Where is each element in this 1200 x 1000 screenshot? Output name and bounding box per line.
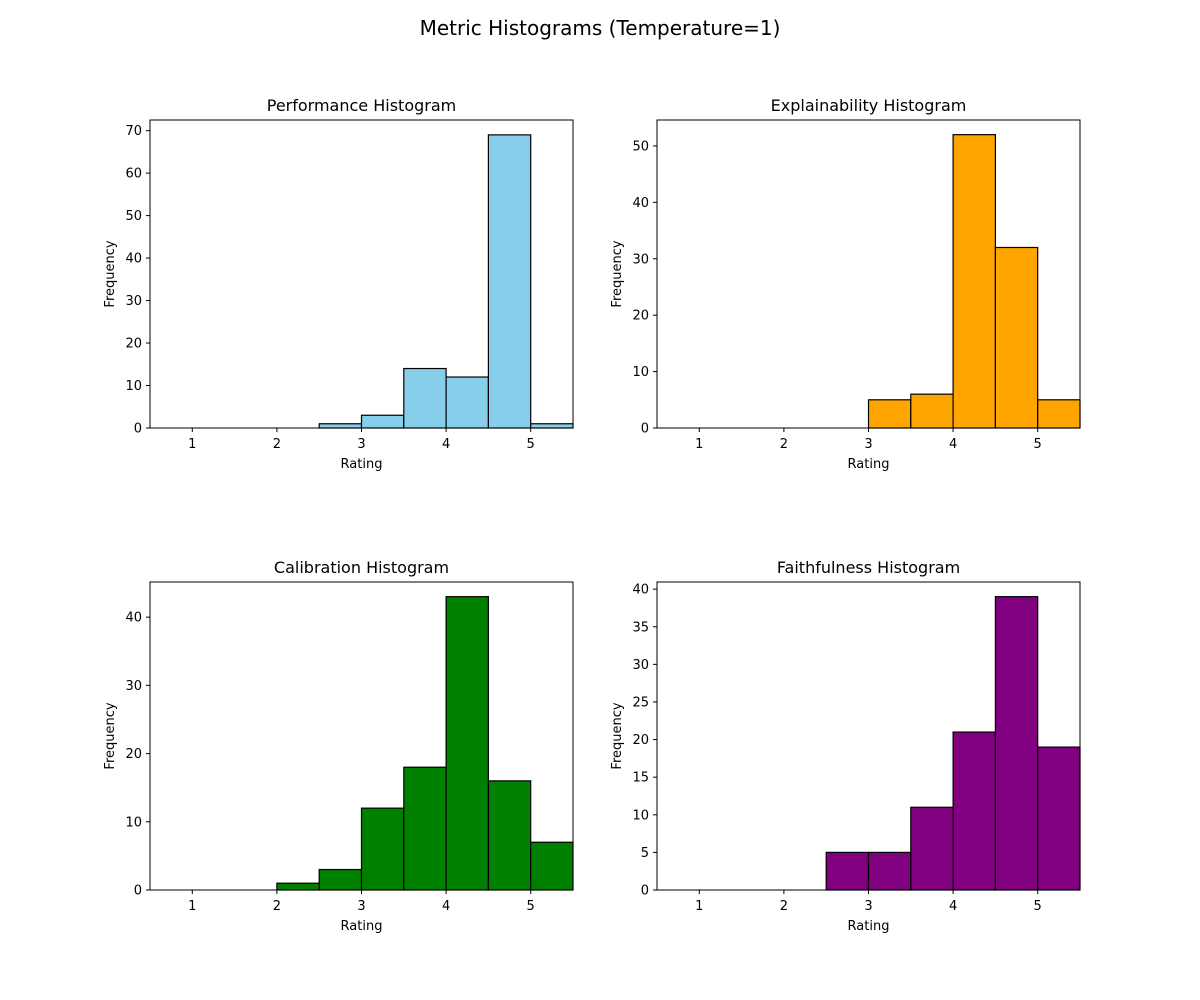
x-tick-label: 4 xyxy=(442,437,450,452)
y-tick-label: 0 xyxy=(134,422,142,437)
y-axis-label: Frequency xyxy=(103,240,118,307)
x-axis-label: Rating xyxy=(848,457,890,472)
y-tick-label: 35 xyxy=(632,620,649,635)
histogram-bar xyxy=(994,246,1039,429)
y-tick-label: 15 xyxy=(632,771,649,786)
x-tick-label: 2 xyxy=(273,899,281,914)
x-tick-label: 5 xyxy=(1034,437,1042,452)
y-tick-label: 20 xyxy=(632,309,649,324)
histogram-bar xyxy=(318,868,363,891)
x-tick-label: 2 xyxy=(780,899,788,914)
x-axis-label: Rating xyxy=(341,919,383,934)
x-tick-label: 5 xyxy=(527,899,535,914)
x-tick-label: 5 xyxy=(1034,899,1042,914)
figure-title: Metric Histograms (Temperature=1) xyxy=(419,16,781,40)
histogram-bar xyxy=(910,806,954,891)
y-tick-label: 25 xyxy=(632,695,649,710)
histogram-bar xyxy=(530,841,574,891)
y-tick-label: 30 xyxy=(632,658,649,673)
y-tick-label: 0 xyxy=(134,884,142,899)
histogram-bar xyxy=(825,851,870,891)
y-axis-label: Frequency xyxy=(103,702,118,769)
y-tick-label: 30 xyxy=(125,679,142,694)
x-axis-label: Rating xyxy=(848,919,890,934)
y-tick-label: 40 xyxy=(125,611,142,626)
histogram-bar xyxy=(360,807,405,891)
x-tick-label: 4 xyxy=(949,899,957,914)
histogram-bar xyxy=(867,851,912,891)
x-tick-label: 2 xyxy=(780,437,788,452)
x-tick-label: 5 xyxy=(527,437,535,452)
panel-title: Calibration Histogram xyxy=(274,558,449,577)
y-tick-label: 10 xyxy=(632,808,649,823)
y-tick-label: 50 xyxy=(632,139,649,154)
x-tick-label: 3 xyxy=(864,437,872,452)
x-tick-label: 3 xyxy=(357,899,365,914)
x-tick-label: 1 xyxy=(188,899,196,914)
histogram-bar xyxy=(952,731,996,891)
panel-title: Explainability Histogram xyxy=(771,96,967,115)
y-tick-label: 40 xyxy=(125,252,142,267)
histogram-bar xyxy=(445,596,490,891)
x-tick-label: 4 xyxy=(949,437,957,452)
histogram-bar xyxy=(276,882,320,891)
y-tick-label: 30 xyxy=(632,252,649,267)
y-tick-label: 0 xyxy=(641,422,649,437)
chart-panel-4: 1 2 3 4 5 0 5 10 15 20 25 30 35 40 Faithfulness Histog… xyxy=(610,558,1081,934)
histogram-bar xyxy=(487,780,532,891)
y-tick-label: 0 xyxy=(641,884,649,899)
histogram-bar xyxy=(1037,399,1081,429)
y-tick-label: 50 xyxy=(125,209,142,224)
y-tick-label: 5 xyxy=(641,846,649,861)
x-tick-label: 4 xyxy=(442,899,450,914)
histogram-bar xyxy=(360,414,405,429)
histogram-bar xyxy=(530,423,574,429)
histogram-bar xyxy=(994,596,1039,891)
histogram-bar xyxy=(445,376,490,429)
histogram-bar xyxy=(403,766,447,891)
y-tick-label: 60 xyxy=(125,167,142,182)
chart-panel-3: 1 2 3 4 5 0 10 20 30 40 Calibration Histogram Ratin… xyxy=(103,558,574,934)
x-tick-label: 1 xyxy=(695,899,703,914)
x-tick-label: 1 xyxy=(188,437,196,452)
y-tick-label: 10 xyxy=(632,365,649,380)
y-tick-label: 40 xyxy=(632,583,649,598)
y-tick-label: 20 xyxy=(632,733,649,748)
x-tick-label: 3 xyxy=(864,899,872,914)
y-axis-label: Frequency xyxy=(610,702,625,769)
histogram-bar xyxy=(952,134,996,429)
histogram-bar xyxy=(318,423,363,429)
panel-title: Faithfulness Histogram xyxy=(777,558,960,577)
y-tick-label: 70 xyxy=(125,124,142,139)
y-tick-label: 30 xyxy=(125,294,142,309)
y-tick-label: 20 xyxy=(125,747,142,762)
histogram-bar xyxy=(910,393,954,429)
y-axis-label: Frequency xyxy=(610,240,625,307)
x-tick-label: 3 xyxy=(357,437,365,452)
x-tick-label: 2 xyxy=(273,437,281,452)
panel-title: Performance Histogram xyxy=(267,96,456,115)
y-tick-label: 10 xyxy=(125,815,142,830)
histogram-bar xyxy=(487,134,532,429)
y-tick-label: 20 xyxy=(125,337,142,352)
histogram-bar xyxy=(1037,746,1081,891)
histogram-bar xyxy=(867,399,912,429)
x-axis-label: Rating xyxy=(341,457,383,472)
y-tick-label: 10 xyxy=(125,379,142,394)
histogram-bar xyxy=(403,367,447,429)
y-tick-label: 40 xyxy=(632,196,649,211)
x-tick-label: 1 xyxy=(695,437,703,452)
